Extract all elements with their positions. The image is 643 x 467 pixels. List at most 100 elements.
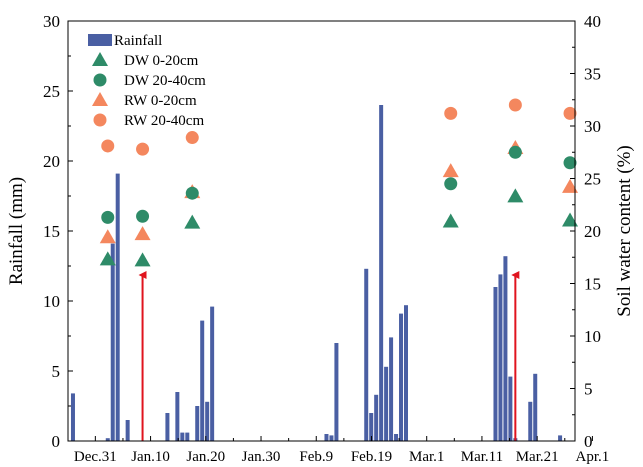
- dw-20-40-point: [508, 145, 522, 159]
- rw-20-40-point: [101, 139, 115, 153]
- rw-0-20-point: [99, 229, 116, 244]
- rainfall-bar: [175, 392, 180, 441]
- rainfall-bar: [165, 413, 170, 441]
- rw-0-20-point: [134, 226, 151, 241]
- x-tick-label: Jan.30: [242, 449, 281, 465]
- dw-0-20-point: [99, 251, 116, 266]
- right-tick-label: 5: [584, 380, 593, 399]
- dw-0-20-point: [507, 188, 524, 203]
- legend-swatch-dw-0-20: [92, 52, 108, 66]
- rainfall-bar: [493, 287, 498, 441]
- rainfall-bar: [399, 313, 404, 441]
- rainfall-bar: [404, 305, 408, 441]
- dw-0-20-point: [442, 213, 459, 228]
- rainfall-bar: [195, 406, 200, 441]
- dw-20-40-point: [563, 156, 577, 170]
- rainfall-bar: [334, 343, 339, 441]
- rainfall-bars: [70, 105, 563, 441]
- rainfall-bar: [205, 401, 210, 441]
- legend-label: DW 0-20cm: [124, 53, 199, 69]
- legend-swatch-rainfall: [88, 34, 112, 46]
- right-tick-label: 40: [584, 12, 601, 31]
- y-axis-label-left: Rainfall (mm): [6, 177, 27, 285]
- rainfall-bar: [70, 393, 75, 441]
- rw-20-40-point: [563, 106, 577, 120]
- x-tick-label: Apr.1: [576, 449, 610, 465]
- rainfall-bar: [180, 432, 185, 441]
- left-tick-label: 25: [43, 82, 60, 101]
- right-tick-label: 35: [584, 65, 601, 84]
- dw-20-40-point: [136, 209, 150, 223]
- rainfall-bar: [364, 268, 369, 441]
- left-tick-label: 15: [43, 222, 60, 241]
- rainfall-bar: [379, 105, 384, 441]
- rw-0-20-point: [562, 178, 579, 193]
- rw-0-20-point: [442, 163, 459, 178]
- legend: Rainfall DW 0-20cm DW 20-40cm RW 0-20cm RW 2…: [88, 33, 206, 129]
- x-tick-label: Feb.19: [351, 449, 392, 465]
- left-tick-label: 20: [43, 152, 60, 171]
- x-tick-label: Jan.10: [131, 449, 170, 465]
- rainfall-bar: [125, 420, 130, 441]
- legend-swatch-rw-0-20: [92, 92, 108, 106]
- rainfall-bar: [185, 432, 190, 441]
- irrigation-arrows: [138, 271, 520, 441]
- rainfall-bar: [384, 366, 389, 441]
- right-tick-label: 15: [584, 275, 601, 294]
- rainfall-bar: [394, 434, 399, 441]
- rw-20-40-point: [444, 106, 458, 120]
- right-axis: 0 5 10 15 20 25 30 35 40: [570, 12, 601, 451]
- dw-20-40-point: [101, 210, 115, 224]
- x-tick-label: Mar.1: [409, 449, 444, 465]
- rainfall-bar: [115, 173, 120, 441]
- rw-20-40-point: [185, 131, 199, 145]
- x-tick-label: Feb.9: [299, 449, 333, 465]
- legend-swatch-rw-20-40: [93, 113, 107, 127]
- rainfall-bar: [374, 394, 379, 441]
- rw-20-40-point: [508, 98, 522, 112]
- legend-label: DW 20-40cm: [124, 73, 206, 89]
- legend-swatch-dw-20-40: [93, 73, 107, 87]
- rainfall-bar: [389, 337, 394, 441]
- rainfall-bar: [105, 438, 110, 441]
- dw-0-20-point: [184, 214, 201, 229]
- x-tick-label: Dec.31: [74, 449, 117, 465]
- x-axis: Dec.31 Jan.10 Jan.20 Jan.30 Feb.9 Feb.19 Mar.1…: [74, 436, 609, 465]
- soil-water-points: [99, 98, 579, 267]
- left-tick-label: 5: [52, 362, 61, 381]
- rainfall-bar: [200, 320, 205, 441]
- right-tick-label: 0: [584, 432, 593, 451]
- rainfall-bar: [329, 435, 334, 441]
- right-tick-label: 20: [584, 222, 601, 241]
- rainfall-bar: [324, 434, 329, 441]
- dw-20-40-point: [185, 186, 199, 200]
- right-tick-label: 30: [584, 117, 601, 136]
- right-tick-label: 25: [584, 170, 601, 189]
- rainfall-bar: [498, 274, 503, 441]
- left-tick-label: 10: [43, 292, 60, 311]
- x-tick-label: Jan.20: [186, 449, 225, 465]
- rainfall-bar: [533, 373, 538, 441]
- right-tick-label: 10: [584, 327, 601, 346]
- left-axis: 0 5 10 15 20 25 30: [43, 12, 73, 451]
- left-tick-label: 30: [43, 12, 60, 31]
- legend-label: Rainfall: [114, 33, 162, 49]
- rainfall-bar: [110, 243, 115, 441]
- x-tick-label: Mar.11: [461, 449, 503, 465]
- legend-label: RW 0-20cm: [124, 93, 197, 109]
- dw-0-20-point: [134, 252, 151, 267]
- rainfall-bar: [558, 435, 563, 441]
- y-axis-label-right: Soil water content (%): [614, 145, 635, 316]
- legend-label: RW 20-40cm: [124, 113, 204, 129]
- x-tick-label: Mar.21: [516, 449, 559, 465]
- dw-20-40-point: [444, 177, 458, 191]
- rainfall-bar: [508, 376, 513, 441]
- dw-0-20-point: [562, 212, 579, 227]
- rainfall-bar: [528, 401, 533, 441]
- rainfall-bar: [369, 413, 374, 441]
- left-tick-label: 0: [52, 432, 61, 451]
- rainfall-bar: [210, 306, 215, 441]
- rainfall-bar: [503, 256, 508, 441]
- rw-20-40-point: [136, 142, 150, 156]
